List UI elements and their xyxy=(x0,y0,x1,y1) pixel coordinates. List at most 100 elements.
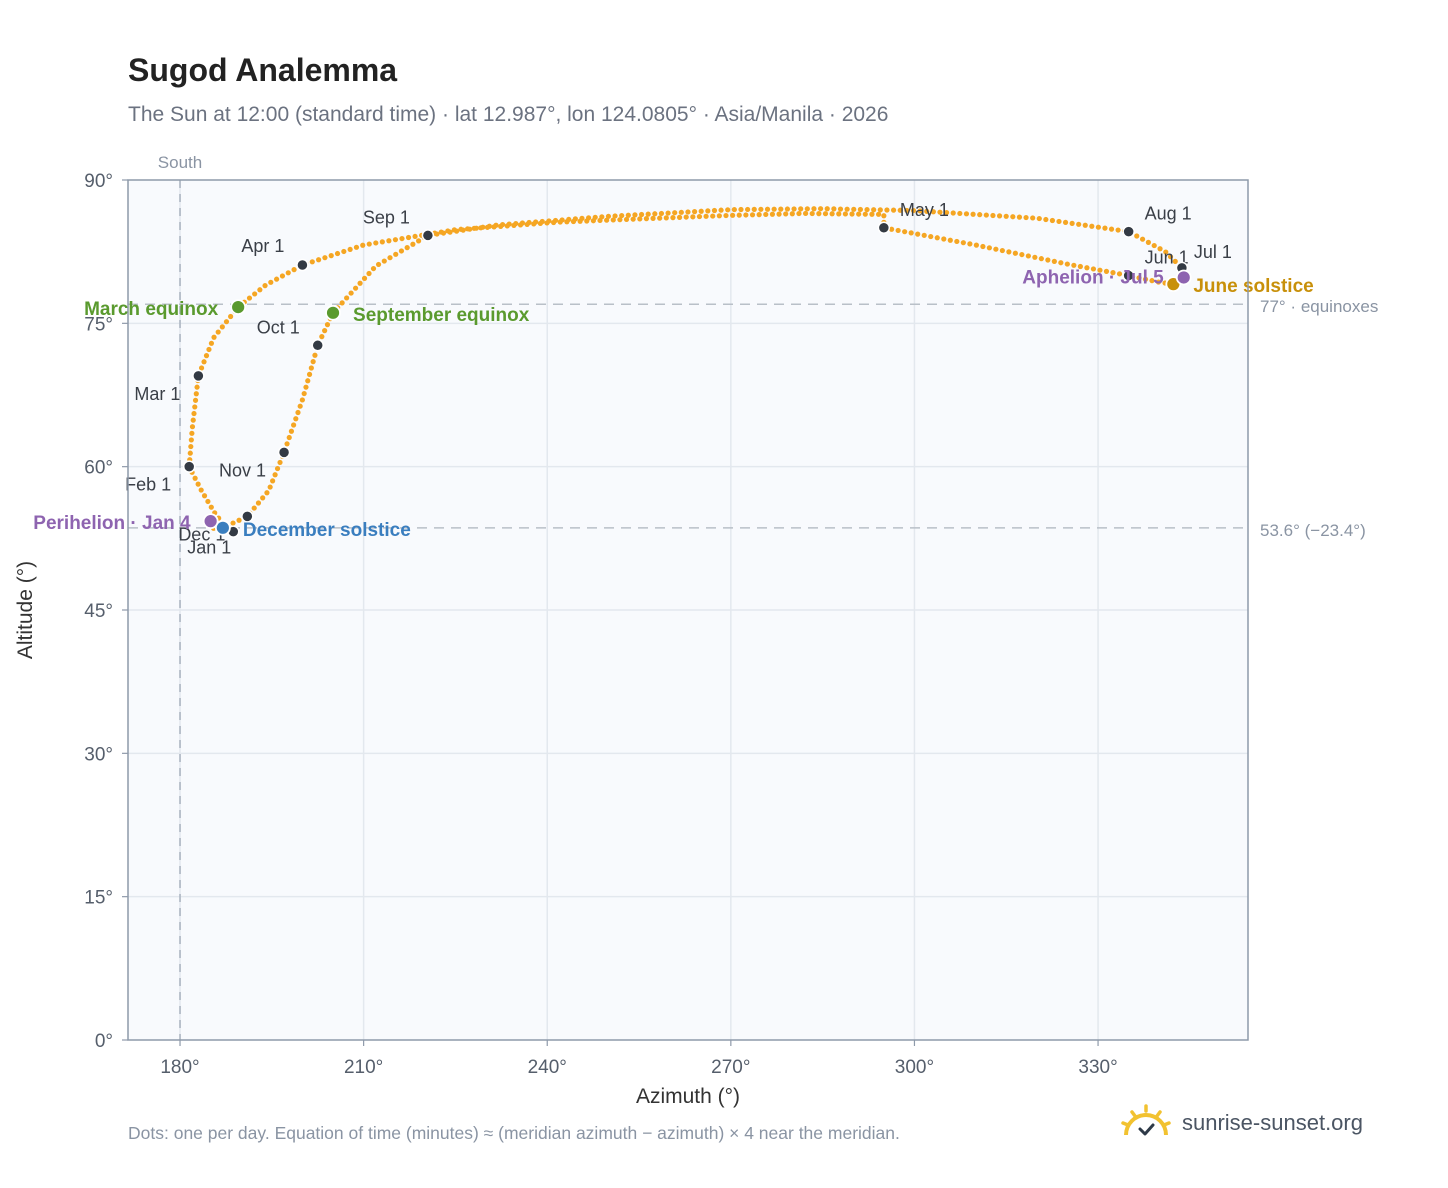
daily-position-dot xyxy=(751,206,757,212)
daily-position-dot xyxy=(957,210,963,217)
daily-position-dot xyxy=(663,215,669,221)
daily-position-dot xyxy=(1136,275,1142,281)
month-marker-label: Jun 1 xyxy=(1145,248,1189,268)
daily-position-dot xyxy=(316,257,322,263)
reference-line-label: 77° · equinoxes xyxy=(1260,297,1378,316)
daily-position-dot xyxy=(1030,215,1036,221)
daily-position-dot xyxy=(373,240,379,246)
daily-position-dot xyxy=(1151,242,1157,249)
daily-position-dot xyxy=(190,417,196,423)
daily-position-dot xyxy=(205,498,211,505)
daily-position-dot xyxy=(219,324,225,330)
daily-position-dot xyxy=(599,214,605,220)
month-marker-label: Feb 1 xyxy=(125,475,171,495)
y-tick-label: 90° xyxy=(84,171,113,192)
daily-position-dot xyxy=(260,495,266,501)
daily-position-dot xyxy=(836,211,842,217)
daily-position-dot xyxy=(348,290,354,296)
daily-position-dot xyxy=(208,504,214,510)
daily-position-dot xyxy=(1010,214,1016,220)
daily-position-dot xyxy=(447,229,453,235)
daily-position-dot xyxy=(902,229,908,235)
daily-position-dot xyxy=(1019,251,1025,258)
daily-position-dot xyxy=(262,283,268,289)
daily-position-dot xyxy=(632,212,638,218)
daily-position-dot xyxy=(908,230,914,236)
daily-position-dot xyxy=(1139,236,1146,242)
month-marker-dot xyxy=(1122,225,1135,238)
daily-position-dot xyxy=(849,211,855,217)
daily-position-dot xyxy=(1134,233,1140,239)
daily-position-dot xyxy=(1049,217,1056,224)
reference-line-label: 53.6° (−23.4°) xyxy=(1260,521,1366,540)
month-marker-dot xyxy=(877,221,891,235)
daily-position-dot xyxy=(206,346,212,353)
daily-position-dot xyxy=(566,216,572,223)
daily-position-dot xyxy=(1090,266,1097,272)
daily-position-dot xyxy=(357,280,363,286)
daily-position-dot xyxy=(764,206,771,212)
daily-position-dot xyxy=(1172,258,1178,264)
daily-position-dot xyxy=(980,243,986,250)
month-marker-label: Jul 1 xyxy=(1194,242,1232,262)
y-tick-label: 30° xyxy=(84,744,113,765)
month-marker-label: Sep 1 xyxy=(363,207,410,227)
month-marker-dot xyxy=(296,258,309,272)
daily-position-dot xyxy=(756,212,762,218)
daily-position-dot xyxy=(783,211,789,217)
daily-position-dot xyxy=(198,487,204,493)
daily-position-dot xyxy=(246,295,253,301)
daily-position-dot xyxy=(1102,225,1108,231)
daily-position-dot xyxy=(871,207,877,213)
x-tick-label: 180° xyxy=(160,1057,199,1078)
daily-position-dot xyxy=(983,212,989,218)
daily-position-dot xyxy=(361,275,368,281)
daily-position-dot xyxy=(201,359,207,365)
daily-position-dot xyxy=(366,270,372,277)
daily-position-dot xyxy=(736,212,742,218)
daily-position-dot xyxy=(375,261,382,268)
daily-position-dot xyxy=(1058,260,1064,266)
daily-position-dot xyxy=(881,213,887,219)
daily-position-dot xyxy=(954,238,960,245)
daily-position-dot xyxy=(1016,214,1023,220)
daily-position-dot xyxy=(690,214,696,220)
daily-position-dot xyxy=(467,226,473,232)
daily-position-dot xyxy=(890,207,897,213)
daily-position-dot xyxy=(967,241,973,247)
daily-position-dot xyxy=(809,210,815,217)
daily-position-dot xyxy=(585,215,592,221)
daily-position-dot xyxy=(339,300,345,306)
daily-position-dot xyxy=(460,227,466,233)
daily-position-dot xyxy=(195,481,201,487)
daily-position-dot xyxy=(291,267,297,273)
brand-link[interactable]: sunrise-sunset.org xyxy=(1120,1100,1363,1146)
daily-position-dot xyxy=(305,378,311,384)
daily-position-dot xyxy=(776,211,782,217)
daily-position-dot xyxy=(303,384,309,390)
daily-position-dot xyxy=(1097,267,1103,273)
daily-position-dot xyxy=(1108,226,1115,232)
daily-position-dot xyxy=(802,210,809,217)
event-marker-label: September equinox xyxy=(353,305,530,326)
chart-subtitle: The Sun at 12:00 (standard time) · lat 1… xyxy=(128,103,889,126)
month-marker-label: Aug 1 xyxy=(1145,204,1192,224)
daily-position-dot xyxy=(322,328,328,334)
daily-position-dot xyxy=(625,212,631,218)
daily-position-dot xyxy=(999,247,1005,254)
daily-position-dot xyxy=(499,221,506,228)
daily-position-dot xyxy=(1051,258,1057,264)
event-marker-label: Aphelion · Jul 5 xyxy=(1022,267,1164,288)
axis-ticks: 180° 210° 240° 270° 300° 330° 0° 15° 30° 45° 60° 75… xyxy=(84,171,1117,1078)
daily-position-dot xyxy=(856,211,862,217)
daily-position-dot xyxy=(328,253,334,259)
daily-position-dot xyxy=(884,207,890,213)
daily-position-dot xyxy=(192,404,198,410)
daily-position-dot xyxy=(188,443,194,450)
daily-position-dot xyxy=(875,211,882,217)
event-markers: March equinox September equinox June solst… xyxy=(33,267,1313,540)
daily-position-dot xyxy=(309,259,315,265)
daily-position-dot xyxy=(191,410,197,417)
event-marker-dot xyxy=(325,304,341,321)
